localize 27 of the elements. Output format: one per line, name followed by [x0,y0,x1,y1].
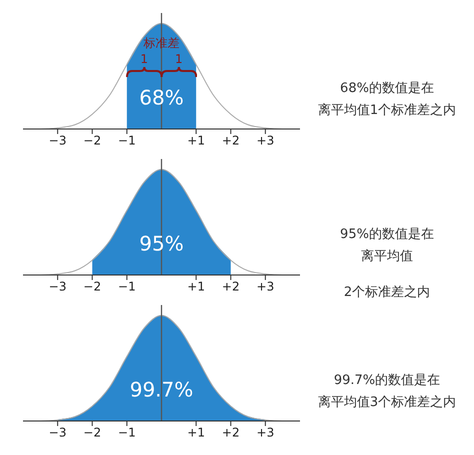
x-tick-label: −2 [83,134,102,148]
x-tick-label: −1 [118,134,136,148]
text: 离平均值3个标准差之内 [316,394,458,412]
x-tick-label: −2 [83,280,102,294]
x-tick-label: +2 [222,280,240,294]
x-tick-label: −3 [48,134,66,148]
text: 68%的数值是在 [339,80,435,98]
x-tick-label: +1 [187,280,205,294]
annotation: 1 [174,52,183,66]
x-tick-label: −3 [48,280,66,294]
x-tick-label: −3 [48,426,66,440]
x-tick-label: +3 [256,426,274,440]
x-tick-label: +2 [222,134,240,148]
text: 离平均值 [360,248,414,266]
x-tick-label: +3 [256,134,274,148]
x-tick-label: +3 [256,280,274,294]
x-tick-label: +1 [187,134,205,148]
x-tick-label: −1 [118,280,136,294]
text: 2个标准差之内 [342,284,432,302]
x-tick-label: +1 [187,426,205,440]
annotation: 1 [140,52,148,66]
text: 99.7%的数值是在 [332,372,442,390]
x-tick-label: +2 [222,426,240,440]
text: 95%的数值是在 [339,226,435,244]
text: 离平均值1个标准差之内 [316,102,458,120]
x-tick-label: −2 [83,426,102,440]
x-tick-label: −1 [118,426,136,440]
